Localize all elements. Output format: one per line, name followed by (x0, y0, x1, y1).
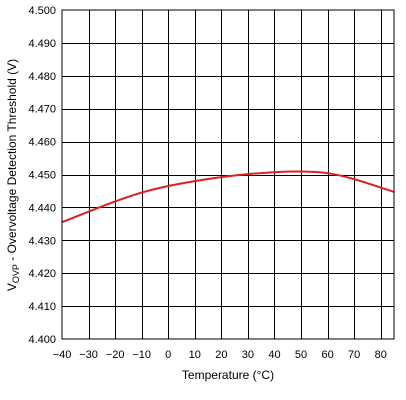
y-tick-label: 4.500 (28, 5, 56, 17)
y-tick-label: 4.480 (28, 71, 56, 83)
x-axis-ticks: −40 −30 −20 −10 0 10 20 30 40 50 60 70 80 (53, 349, 387, 361)
y-axis-title: VOVP - Overvoltage Detection Threshold (… (5, 59, 21, 291)
y-tick-label: 4.420 (28, 268, 56, 280)
x-tick-label: −40 (53, 349, 72, 361)
x-tick-label: −10 (132, 349, 151, 361)
x-tick-label: 20 (215, 349, 227, 361)
y-tick-label: 4.440 (28, 202, 56, 214)
x-tick-label: −20 (106, 349, 125, 361)
plot-frame (61, 9, 395, 340)
y-axis-title-main: V (5, 283, 19, 291)
x-tick-label: 70 (348, 349, 360, 361)
x-tick-label: 0 (165, 349, 171, 361)
y-tick-label: 4.430 (28, 235, 56, 247)
y-tick-label: 4.410 (28, 301, 56, 313)
x-tick-label: −30 (79, 349, 98, 361)
x-axis-title: Temperature (°C) (182, 368, 274, 382)
series-line (61, 170, 395, 224)
y-tick-label: 4.470 (28, 104, 56, 116)
x-tick-label: 50 (295, 349, 307, 361)
x-tick-label: 60 (321, 349, 333, 361)
x-tick-label: 80 (375, 349, 387, 361)
y-tick-label: 4.400 (28, 334, 56, 346)
x-tick-label: 40 (268, 349, 280, 361)
x-tick-label: 30 (242, 349, 254, 361)
y-tick-label: 4.490 (28, 38, 56, 50)
grid (62, 10, 394, 339)
y-axis-title-rest: - Overvoltage Detection Threshold (V) (5, 59, 19, 264)
series-group (61, 170, 395, 224)
y-tick-label: 4.450 (28, 170, 56, 182)
y-axis-ticks: 4.400 4.410 4.420 4.430 4.440 4.450 4.460 4.470… (28, 5, 56, 346)
y-axis-title-subscript: OVP (11, 264, 21, 283)
y-tick-label: 4.460 (28, 137, 56, 149)
x-tick-label: 10 (189, 349, 201, 361)
